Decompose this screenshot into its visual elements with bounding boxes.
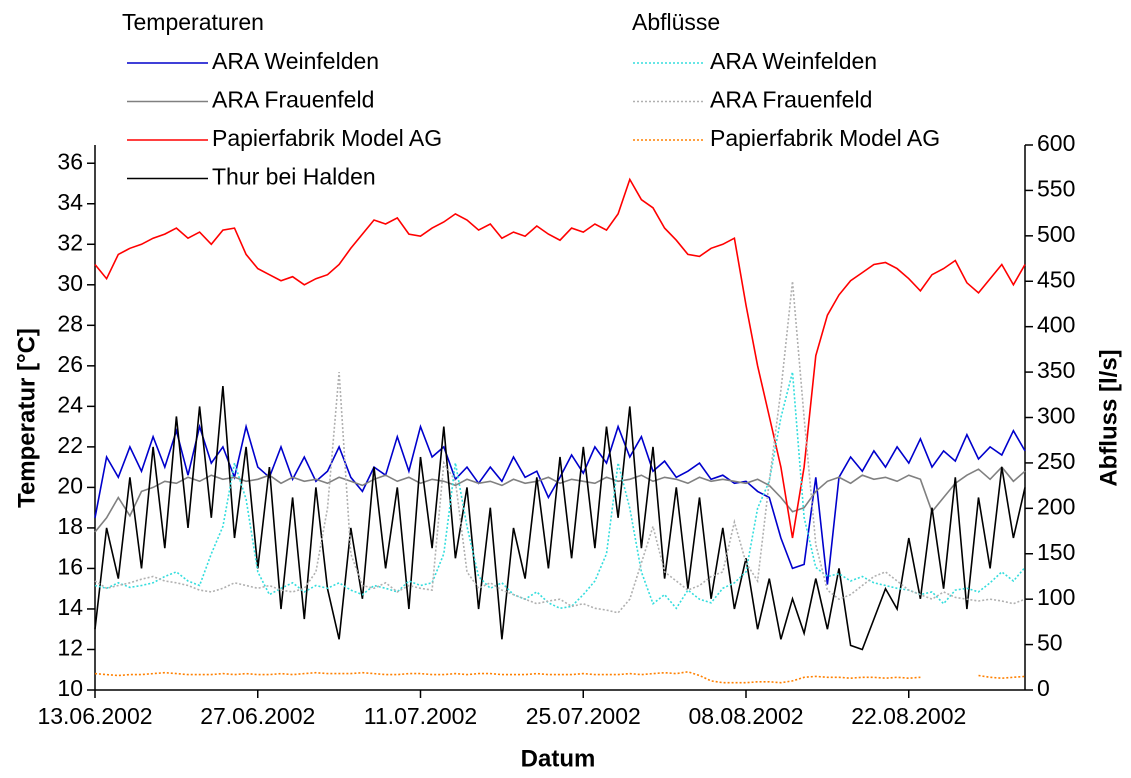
- y-tick-label: 22: [57, 432, 83, 458]
- legend-label: Papierfabrik Model AG: [710, 125, 940, 151]
- x-tick-label: 27.06.2002: [200, 703, 315, 729]
- y2-tick-label: 450: [1037, 266, 1075, 292]
- series-line: [94, 371, 1026, 610]
- x-tick-label: 22.08.2002: [851, 703, 966, 729]
- y2-tick-label: 200: [1037, 493, 1075, 519]
- legend-label: ARA Weinfelden: [710, 48, 877, 74]
- y2-tick-label: 350: [1037, 357, 1075, 383]
- legend-label: ARA Frauenfeld: [710, 87, 872, 113]
- series-line: [94, 423, 1026, 585]
- y2-tick-label: 250: [1037, 448, 1075, 474]
- y-tick-label: 26: [57, 351, 83, 377]
- y-tick-label: 32: [57, 229, 83, 255]
- y-axis-title: Temperatur [°C]: [13, 328, 40, 508]
- y-tick-label: 14: [57, 594, 83, 620]
- y2-axis-title: Abfluss [l/s]: [1095, 349, 1122, 486]
- y2-tick-label: 50: [1037, 630, 1063, 656]
- x-axis-title: Datum: [521, 745, 596, 772]
- series-line: [94, 177, 1026, 539]
- legend-label: Papierfabrik Model AG: [212, 125, 442, 151]
- x-tick-label: 11.07.2002: [364, 703, 477, 729]
- y2-tick-label: 400: [1037, 312, 1075, 338]
- y-tick-label: 28: [57, 310, 83, 336]
- series-line: [94, 386, 1026, 651]
- y-tick-label: 34: [57, 189, 83, 215]
- y-tick-label: 10: [57, 675, 83, 701]
- x-tick-label: 13.06.2002: [37, 703, 152, 729]
- y-tick-label: 20: [57, 472, 83, 498]
- y-tick-label: 12: [57, 635, 83, 661]
- legend-label: Thur bei Halden: [212, 164, 376, 190]
- x-tick-label: 08.08.2002: [688, 703, 803, 729]
- y-tick-label: 30: [57, 270, 83, 296]
- y2-tick-label: 300: [1037, 403, 1075, 429]
- series-line: [94, 670, 1026, 684]
- series-line: [94, 281, 1026, 614]
- y-tick-label: 16: [57, 554, 83, 580]
- legend-title: Abflüsse: [632, 9, 720, 35]
- x-tick-label: 25.07.2002: [526, 703, 641, 729]
- legend-label: ARA Weinfelden: [212, 48, 379, 74]
- y2-tick-label: 500: [1037, 221, 1075, 247]
- y2-tick-label: 550: [1037, 175, 1075, 201]
- y-tick-label: 24: [57, 391, 83, 417]
- y2-tick-label: 150: [1037, 539, 1075, 565]
- legend-title: Temperaturen: [122, 9, 264, 35]
- y2-tick-label: 600: [1037, 130, 1075, 156]
- y-tick-label: 18: [57, 513, 83, 539]
- y-tick-label: 36: [57, 148, 83, 174]
- legend-label: ARA Frauenfeld: [212, 87, 374, 113]
- y2-tick-label: 0: [1037, 675, 1050, 701]
- y2-tick-label: 100: [1037, 584, 1075, 610]
